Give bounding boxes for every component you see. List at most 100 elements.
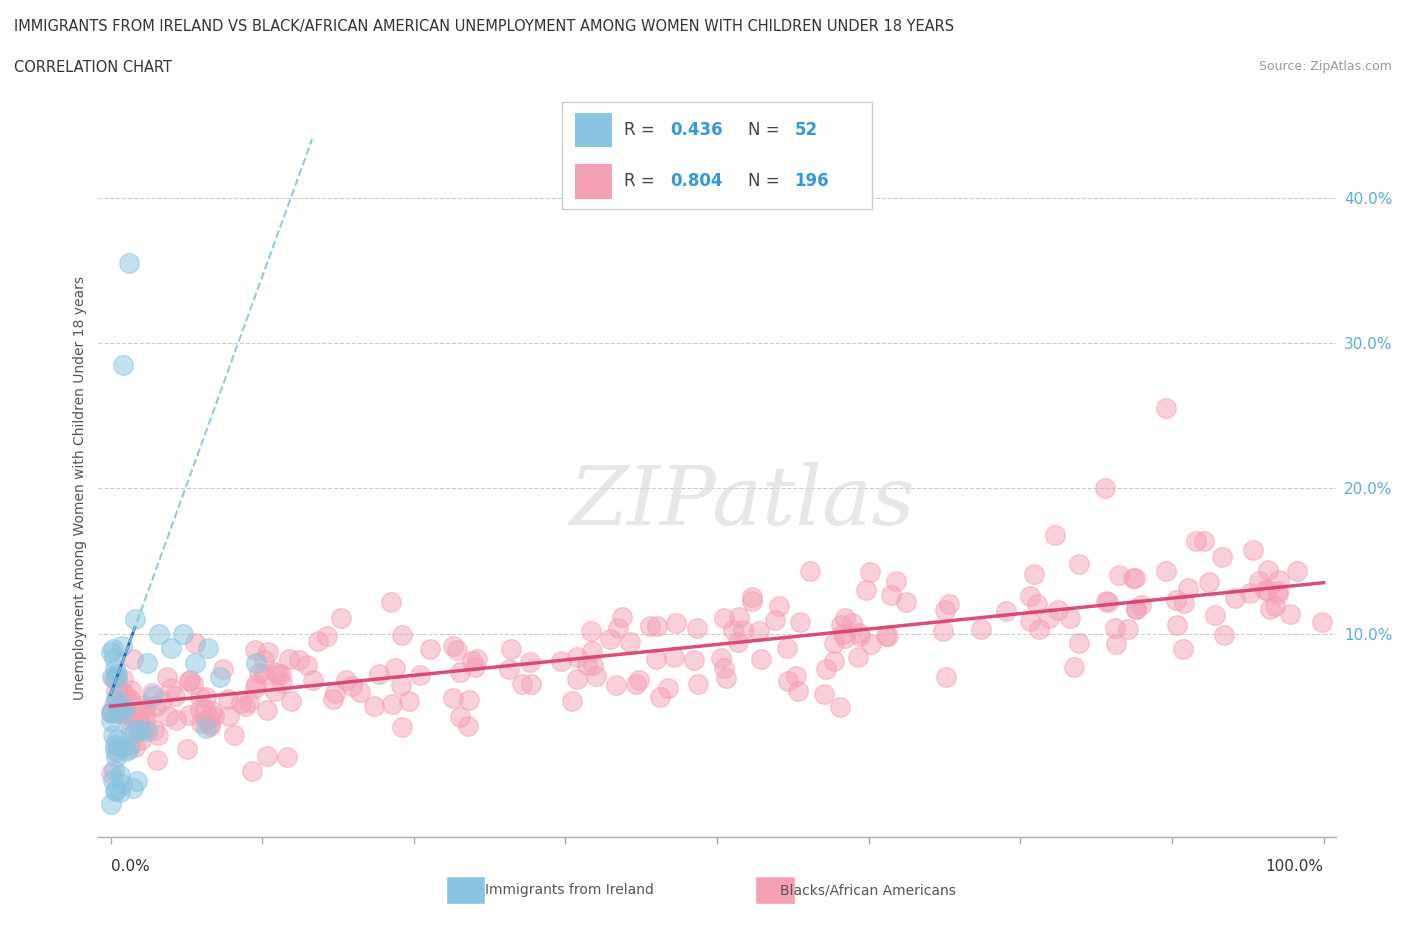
Point [1063, 660, 1085, 675]
Point [686, 677, 709, 692]
Point [1254, 583, 1277, 598]
Point [172, 626, 194, 641]
Text: ZIPatlas: ZIPatlas [569, 462, 914, 542]
Point [105, 671, 128, 685]
Point [1097, 594, 1119, 609]
Point [1095, 594, 1118, 609]
Point [384, 660, 406, 675]
Point [148, 626, 170, 641]
Point [786, 684, 808, 698]
Point [619, 634, 641, 649]
Point [263, 664, 285, 679]
Point [100, 704, 122, 719]
Point [253, 666, 276, 681]
Point [367, 667, 389, 682]
Point [114, 700, 136, 715]
Point [1154, 564, 1177, 578]
Point [841, 616, 863, 631]
Point [1028, 621, 1050, 636]
Point [685, 621, 707, 636]
Point [104, 692, 127, 707]
Text: CORRELATION CHART: CORRELATION CHART [14, 60, 172, 75]
Point [118, 737, 141, 752]
Point [731, 622, 754, 637]
Point [1125, 601, 1147, 616]
Point [194, 720, 217, 735]
Point [128, 723, 150, 737]
Point [1256, 582, 1278, 597]
Point [970, 621, 993, 636]
Point [398, 693, 420, 708]
Point [1257, 563, 1279, 578]
Point [340, 678, 363, 693]
Point [247, 666, 270, 681]
Point [381, 697, 404, 711]
Point [120, 691, 142, 706]
Point [446, 642, 468, 657]
Point [763, 613, 786, 628]
Y-axis label: Unemployment Among Women with Children Under 18 years: Unemployment Among Women with Children U… [73, 276, 87, 700]
Point [1038, 611, 1060, 626]
Point [111, 777, 134, 791]
Point [813, 687, 835, 702]
Point [1104, 621, 1126, 636]
Point [1264, 599, 1286, 614]
Point [105, 667, 128, 682]
Point [441, 639, 464, 654]
Point [449, 665, 471, 680]
Point [278, 651, 301, 666]
Point [124, 724, 146, 739]
Point [1045, 528, 1067, 543]
Point [104, 750, 127, 764]
Point [134, 707, 156, 722]
Point [465, 652, 488, 667]
Point [1108, 568, 1130, 583]
Point [302, 672, 325, 687]
Point [849, 629, 872, 644]
Point [233, 698, 256, 713]
Point [1069, 635, 1091, 650]
Point [1258, 602, 1281, 617]
Point [380, 595, 402, 610]
Point [100, 765, 122, 780]
Point [932, 624, 955, 639]
Point [217, 691, 239, 706]
Text: IMMIGRANTS FROM IRELAND VS BLACK/AFRICAN AMERICAN UNEMPLOYMENT AMONG WOMEN WITH : IMMIGRANTS FROM IRELAND VS BLACK/AFRICAN… [14, 19, 955, 33]
Point [498, 661, 520, 676]
Point [1094, 481, 1116, 496]
Point [1204, 608, 1226, 623]
Point [1022, 566, 1045, 581]
Point [108, 685, 131, 700]
Point [776, 673, 799, 688]
Point [409, 668, 432, 683]
Point [208, 670, 231, 684]
Point [183, 635, 205, 650]
Point [1213, 628, 1236, 643]
Point [1310, 615, 1333, 630]
Point [115, 687, 138, 702]
Point [132, 698, 155, 712]
Point [520, 676, 543, 691]
Text: Blacks/African Americans: Blacks/African Americans [780, 883, 956, 897]
Point [104, 782, 127, 797]
Point [1046, 603, 1069, 618]
Point [721, 623, 744, 638]
Point [855, 582, 877, 597]
Point [103, 671, 125, 685]
Point [391, 719, 413, 734]
Point [142, 688, 165, 703]
Point [748, 624, 770, 639]
Point [107, 738, 129, 753]
Point [565, 650, 588, 665]
Point [120, 723, 142, 737]
Point [257, 644, 280, 659]
Point [582, 658, 605, 672]
Point [1116, 622, 1139, 637]
Text: R =: R = [624, 172, 661, 191]
Point [245, 677, 267, 692]
Point [501, 642, 523, 657]
Point [112, 671, 135, 686]
Point [127, 706, 149, 721]
Text: R =: R = [624, 121, 661, 140]
Point [128, 712, 150, 727]
